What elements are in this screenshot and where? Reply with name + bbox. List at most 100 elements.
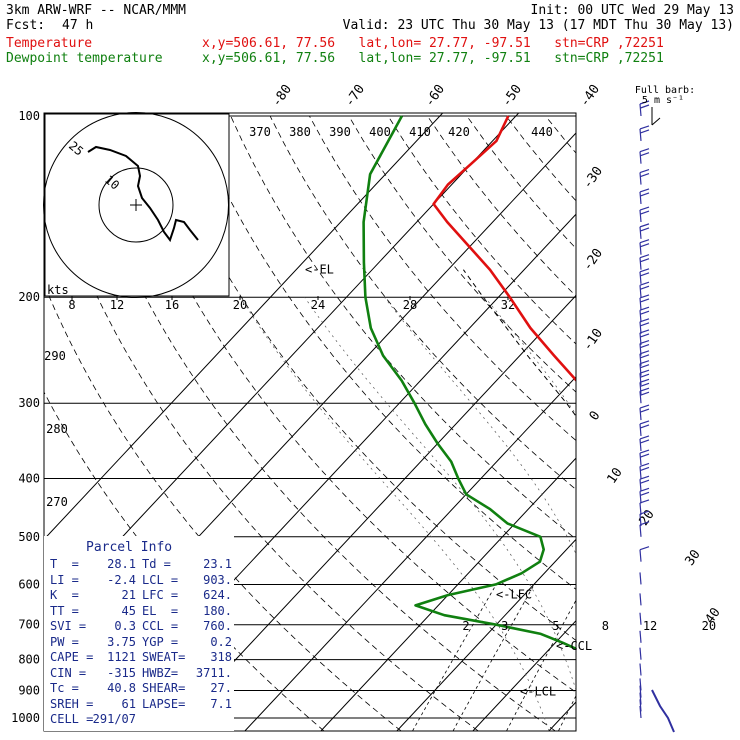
parcel-info-key: EL = bbox=[142, 603, 179, 618]
parcel-info-key: T = bbox=[50, 557, 79, 571]
wind-barb-flag bbox=[639, 521, 650, 526]
wind-barb-staff bbox=[639, 524, 642, 537]
isotherm-line bbox=[320, 457, 576, 731]
wind-barb-flag bbox=[639, 294, 650, 299]
parcel-info-value: 40.8 bbox=[107, 681, 136, 695]
level-marker-ccl: <-CCL bbox=[556, 639, 592, 653]
wind-barb-staff bbox=[639, 172, 642, 185]
wind-barb-flag bbox=[639, 148, 650, 153]
theta-label: 370 bbox=[249, 125, 271, 139]
wind-barb-staff bbox=[639, 549, 642, 562]
hodograph-tick-label: 28 bbox=[403, 298, 417, 312]
parcel-info-value: 1121 bbox=[107, 650, 136, 664]
wind-barb-staff bbox=[639, 242, 642, 255]
dry-adiabat bbox=[44, 153, 479, 731]
isotherm-line bbox=[472, 619, 576, 731]
wind-barb-flag bbox=[640, 322, 650, 327]
wind-barb-staff bbox=[639, 257, 642, 270]
wind-barb-staff bbox=[639, 647, 642, 660]
wind-barb-flag bbox=[640, 373, 650, 378]
mixing-ratio-label: 2 bbox=[462, 619, 469, 633]
parcel-info-value: 291/07 bbox=[92, 712, 136, 726]
dewpoint-trace bbox=[362, 115, 576, 651]
wind-barb-flag bbox=[639, 435, 650, 440]
dry-adiabat bbox=[191, 115, 576, 590]
mixing-ratio-label: 8 bbox=[602, 619, 609, 633]
wind-barb-flag bbox=[640, 479, 650, 484]
theta-label: 270 bbox=[46, 495, 68, 509]
parcel-info-value: 180. bbox=[203, 603, 232, 618]
parcel-info-key: CIN = bbox=[50, 665, 87, 680]
moist-adiabat bbox=[304, 297, 576, 692]
wind-barb-flag bbox=[640, 227, 650, 232]
level-marker-lfc: <-LFC bbox=[496, 588, 532, 602]
pressure-tick-label: 300 bbox=[18, 396, 40, 410]
barb-legend-title: Full barb: bbox=[635, 85, 695, 96]
parcel-info-value: 0.3 bbox=[114, 619, 136, 633]
wind-barb-flag bbox=[639, 329, 650, 334]
mixing-ratio-line bbox=[558, 694, 576, 731]
isotherm-label: 30 bbox=[682, 547, 703, 568]
parcel-info-value: -2.4 bbox=[107, 572, 136, 587]
parcel-info-key: TT = bbox=[50, 603, 79, 618]
barb-legend-unit: 5 m s⁻¹ bbox=[642, 95, 684, 106]
wind-barb-staff bbox=[639, 271, 642, 284]
wind-barb-staff bbox=[639, 630, 642, 643]
hodograph-tick-label: 12 bbox=[110, 298, 124, 312]
mixing-ratio-line bbox=[412, 584, 497, 731]
pressure-tick-label: 200 bbox=[18, 290, 40, 304]
wind-barb-flag bbox=[639, 404, 650, 409]
parcel-info-key: SVI = bbox=[50, 619, 87, 633]
isotherm-label: 0 bbox=[587, 408, 604, 423]
wind-barb-flag bbox=[640, 424, 650, 429]
parcel-info-row: TT = 45 EL = 180. bbox=[44, 604, 234, 620]
moist-adiabat bbox=[484, 296, 576, 416]
theta-label: 400 bbox=[369, 125, 391, 139]
wind-barb-staff bbox=[639, 593, 642, 606]
hodograph-unit-label: kts bbox=[47, 283, 69, 297]
wind-barb-flag bbox=[639, 369, 650, 374]
wind-barb-staff bbox=[639, 466, 642, 479]
wind-barb-staff bbox=[639, 321, 642, 334]
isotherm-label: -10 bbox=[580, 326, 606, 354]
hodograph-trace bbox=[87, 145, 199, 243]
parcel-info-value: 3711. bbox=[195, 665, 232, 680]
theta-label: 410 bbox=[409, 125, 431, 139]
wind-barb-flag bbox=[640, 104, 650, 109]
plot-frame bbox=[43, 112, 577, 732]
wind-barb-flag bbox=[640, 173, 650, 178]
isotherm-label: 40 bbox=[702, 605, 723, 626]
temperature-location-info: x,y=506.61, 77.56 lat,lon= 27.77, -97.51… bbox=[202, 36, 664, 51]
parcel-info-title: Parcel Info bbox=[86, 540, 173, 555]
wind-barb-flag bbox=[640, 408, 650, 413]
wind-barb-flag bbox=[640, 466, 650, 472]
parcel-info-value: 624. bbox=[203, 588, 232, 602]
model-title: 3km ARW-WRF -- NCAR/MMM bbox=[6, 3, 187, 18]
pressure-tick-label: 800 bbox=[18, 653, 40, 667]
wind-barb-flag bbox=[639, 499, 650, 504]
parcel-info-key: HWBZ= bbox=[142, 665, 179, 680]
forecast-hour-label: Fcst: bbox=[6, 18, 46, 33]
wind-barb-staff bbox=[639, 128, 642, 141]
isotherm-label: -20 bbox=[580, 246, 606, 274]
wind-barb-flag bbox=[639, 339, 650, 345]
hodograph-tick-label: 16 bbox=[165, 298, 179, 312]
parcel-info-key: SHEAR= bbox=[142, 681, 186, 695]
isotherm-line bbox=[44, 113, 520, 622]
wind-barb-staff bbox=[639, 438, 642, 451]
wind-barb-staff bbox=[639, 423, 642, 437]
parcel-info-key: CAPE = bbox=[50, 650, 94, 664]
wind-barb-flag bbox=[639, 239, 650, 244]
isotherm-label: -40 bbox=[577, 82, 603, 110]
wind-barb-flag bbox=[639, 268, 650, 273]
wind-barb-staff bbox=[639, 297, 642, 311]
isotherm-label: 10 bbox=[604, 465, 625, 486]
isotherm-label: -30 bbox=[580, 164, 606, 192]
isotherm-line bbox=[701, 88, 740, 730]
parcel-info-key: Tc = bbox=[50, 681, 79, 695]
theta-label: 290 bbox=[44, 349, 66, 363]
parcel-info-key: CCL = bbox=[142, 619, 179, 633]
wind-barb-flag bbox=[639, 378, 650, 383]
wind-barb-staff bbox=[639, 151, 642, 164]
